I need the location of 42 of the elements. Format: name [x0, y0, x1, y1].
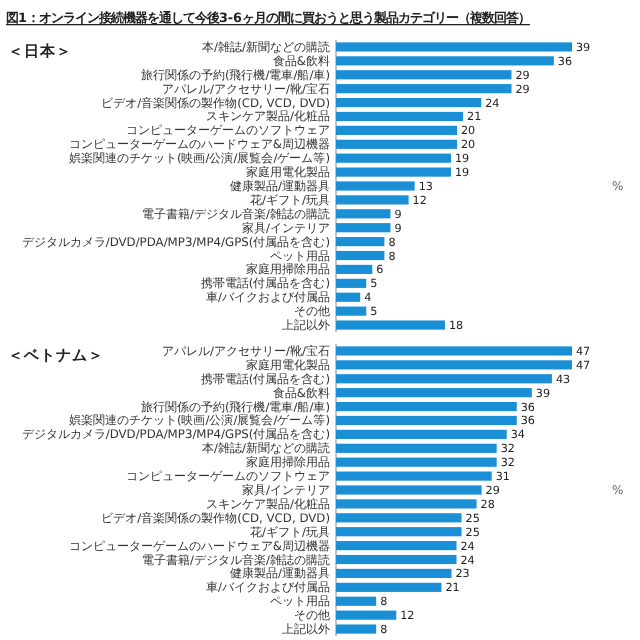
- bar: [336, 527, 462, 537]
- bar: [336, 306, 367, 316]
- bar: [336, 388, 532, 398]
- bar: [336, 499, 477, 509]
- bar: [336, 360, 572, 370]
- bar: [336, 429, 507, 439]
- bar: [336, 42, 572, 52]
- bar: [336, 401, 517, 412]
- bar: [336, 485, 482, 495]
- bar: [336, 471, 492, 481]
- bar: [336, 167, 451, 177]
- bar: [336, 624, 377, 634]
- bar: [336, 415, 517, 426]
- bar: [336, 610, 397, 620]
- bar: [336, 457, 497, 467]
- bar: [336, 153, 451, 163]
- bar: [336, 250, 385, 261]
- bar: [336, 264, 373, 275]
- bar: [336, 596, 377, 606]
- bar: [336, 554, 457, 565]
- bar: [336, 223, 391, 233]
- bar: [336, 125, 458, 135]
- bar: [336, 56, 554, 66]
- bar: [336, 513, 462, 523]
- bar: [336, 443, 497, 453]
- bar: [336, 346, 572, 356]
- bar: [336, 111, 464, 122]
- bar: [336, 209, 391, 219]
- bar: [336, 70, 512, 80]
- bar: [336, 320, 445, 330]
- bar: [336, 292, 361, 302]
- bar: [336, 568, 452, 579]
- bar: [336, 278, 367, 288]
- bar: [336, 84, 512, 94]
- bar: [336, 139, 458, 149]
- bar: [336, 181, 415, 191]
- bar: [336, 97, 482, 108]
- bar: [336, 374, 552, 384]
- bar: [336, 237, 385, 247]
- bar: [336, 582, 442, 592]
- bar: [336, 541, 457, 551]
- bar: [336, 195, 409, 205]
